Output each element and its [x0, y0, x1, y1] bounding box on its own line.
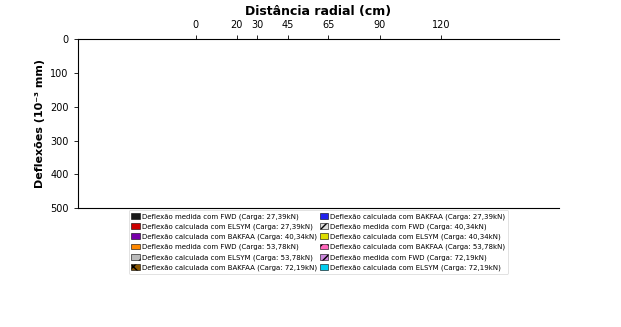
Bar: [299, 0, 313, 39]
Bar: [266, 0, 280, 39]
Bar: [279, 0, 292, 39]
Bar: [450, 37, 464, 39]
Bar: [286, 35, 301, 39]
Bar: [274, 32, 288, 39]
Bar: [384, 38, 399, 39]
Bar: [232, 25, 245, 39]
Bar: [356, 38, 371, 39]
Y-axis label: Deflexões (10⁻³ mm): Deflexões (10⁻³ mm): [35, 59, 45, 188]
Bar: [366, 37, 379, 39]
Bar: [217, 27, 232, 39]
Bar: [271, 13, 285, 39]
Bar: [379, 38, 394, 39]
Bar: [483, 37, 497, 39]
Bar: [327, 0, 342, 39]
Bar: [511, 38, 525, 39]
Bar: [181, 22, 196, 39]
Bar: [358, 3, 372, 39]
Bar: [301, 34, 314, 39]
Bar: [168, 20, 181, 39]
Bar: [238, 0, 252, 39]
Bar: [427, 38, 441, 39]
Bar: [337, 37, 351, 39]
Bar: [315, 24, 330, 39]
Bar: [436, 36, 450, 39]
Legend: Deflexão medida com FWD (Carga: 27,39kN), Deflexão calculada com ELSYM (Carga: 2: Deflexão medida com FWD (Carga: 27,39kN)…: [129, 210, 508, 274]
Bar: [265, 0, 279, 39]
Bar: [314, 36, 329, 39]
Bar: [201, 11, 215, 39]
Bar: [229, 0, 243, 39]
Bar: [330, 0, 344, 39]
Bar: [224, 0, 238, 39]
Bar: [257, 17, 271, 39]
Bar: [307, 0, 321, 39]
Bar: [497, 37, 511, 39]
Bar: [111, 0, 125, 39]
Bar: [371, 38, 384, 39]
Bar: [250, 0, 265, 39]
Bar: [324, 37, 337, 39]
Bar: [344, 13, 358, 39]
Bar: [292, 0, 307, 39]
Bar: [351, 36, 366, 39]
Bar: [356, 35, 371, 39]
Bar: [260, 18, 274, 39]
Bar: [210, 0, 224, 39]
Bar: [153, 0, 168, 39]
Bar: [258, 36, 272, 39]
Bar: [166, 2, 180, 39]
Bar: [394, 37, 407, 39]
Bar: [399, 37, 413, 39]
X-axis label: Distância radial (cm): Distância radial (cm): [245, 5, 391, 18]
Bar: [203, 30, 217, 39]
Bar: [125, 0, 140, 39]
Bar: [243, 27, 257, 39]
Bar: [384, 33, 399, 39]
Bar: [187, 16, 201, 39]
Bar: [343, 36, 356, 39]
Bar: [209, 0, 222, 39]
Bar: [173, 20, 187, 39]
Bar: [309, 37, 324, 39]
Bar: [196, 0, 210, 39]
Bar: [407, 37, 422, 39]
Bar: [288, 28, 302, 39]
Bar: [152, 7, 166, 39]
Bar: [371, 33, 384, 39]
Bar: [285, 8, 299, 39]
Bar: [244, 37, 258, 39]
Bar: [399, 34, 413, 39]
Bar: [237, 6, 250, 39]
Bar: [413, 38, 427, 39]
Bar: [252, 0, 266, 39]
Bar: [313, 8, 327, 39]
Bar: [222, 25, 237, 39]
Bar: [422, 36, 436, 39]
Bar: [295, 38, 309, 39]
Bar: [441, 38, 455, 39]
Bar: [272, 35, 286, 39]
Bar: [140, 0, 153, 39]
Bar: [302, 26, 315, 39]
Bar: [245, 22, 260, 39]
Bar: [180, 0, 194, 39]
Bar: [194, 0, 209, 39]
Bar: [469, 37, 483, 39]
Bar: [329, 36, 343, 39]
Bar: [215, 9, 229, 39]
Bar: [455, 38, 469, 39]
